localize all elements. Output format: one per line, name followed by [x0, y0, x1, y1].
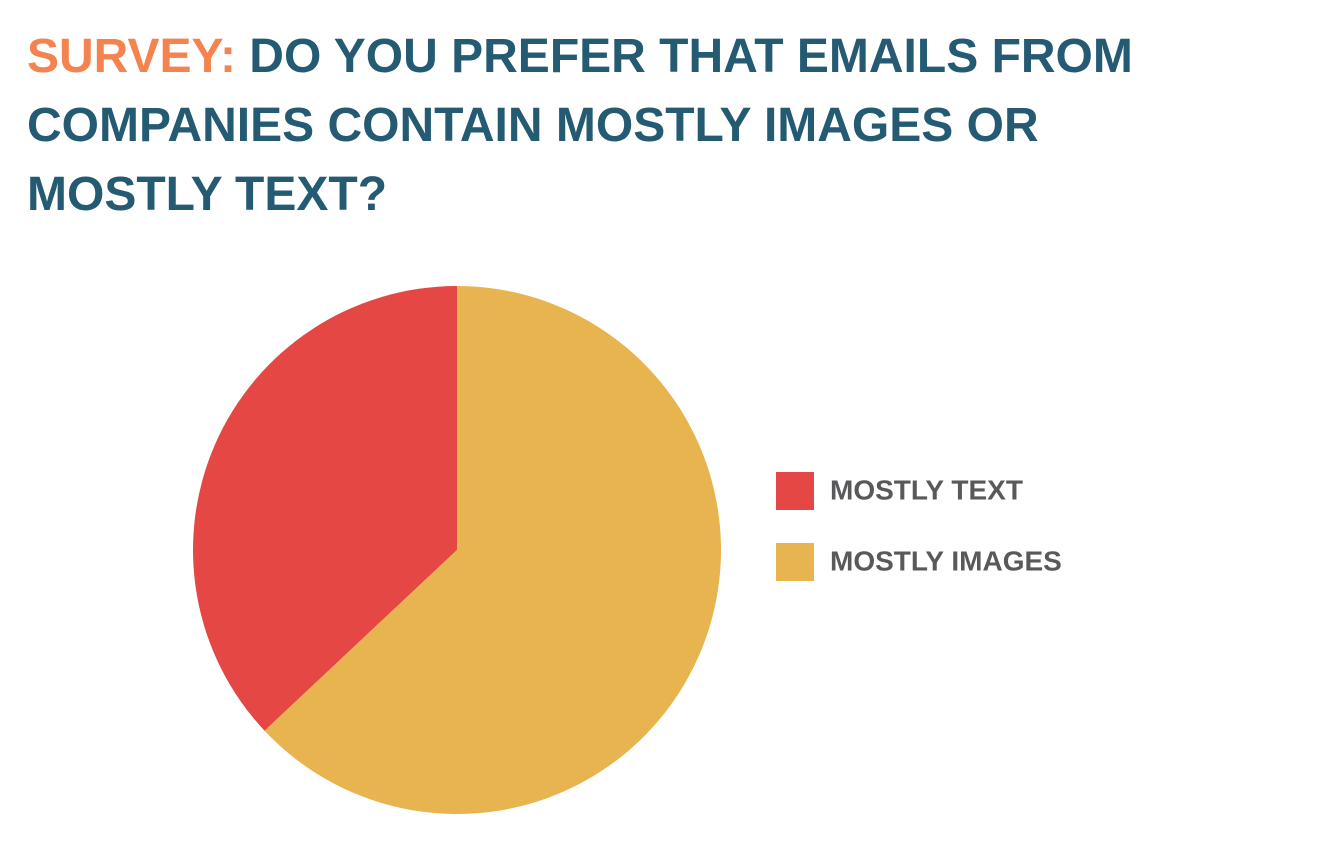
title-prefix: SURVEY: — [27, 30, 236, 83]
chart-title: SURVEY: DO YOU PREFER THAT EMAILS FROM C… — [27, 22, 1137, 229]
legend-label: MOSTLY TEXT — [830, 474, 1023, 505]
title-text: DO YOU PREFER THAT EMAILS FROM COMPANIES… — [27, 30, 1133, 221]
legend-label: MOSTLY IMAGES — [830, 545, 1062, 576]
legend-swatch — [776, 543, 814, 581]
pie-slice — [264, 286, 721, 814]
pie-slice — [192, 286, 457, 731]
legend-swatch — [776, 472, 814, 510]
